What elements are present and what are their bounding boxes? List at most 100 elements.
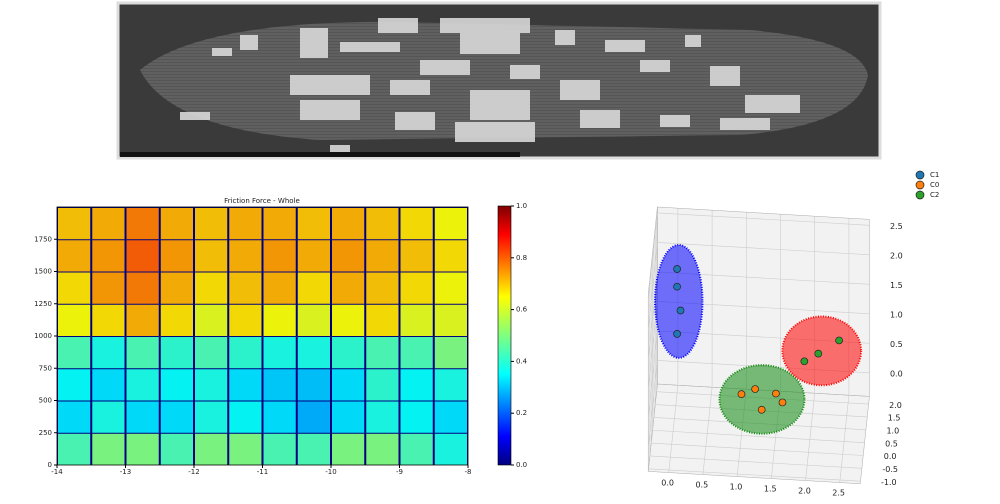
point <box>751 385 759 393</box>
grid-line <box>647 301 658 389</box>
grid-line <box>647 330 658 419</box>
colorbar-tick-label: 0.6 <box>516 306 528 314</box>
cluster-hull <box>654 244 704 359</box>
heatmap-cell <box>229 240 262 272</box>
x-tick-label: 1.5 <box>764 484 777 493</box>
y-tick-label: 0 <box>48 461 52 469</box>
heatmap-cell <box>434 208 467 240</box>
y-tick-label: 500 <box>39 397 52 405</box>
heatmap-cell <box>160 304 193 336</box>
heatmap-cell <box>195 208 228 240</box>
heatmap-cell <box>366 240 399 272</box>
point <box>814 349 823 358</box>
heatmap-cell <box>297 304 330 336</box>
grid-line <box>668 385 679 473</box>
heatmap-cell <box>434 401 467 433</box>
heatmap-cell <box>400 272 433 304</box>
y-tick-label: -1.0 <box>881 478 897 487</box>
heatmap-cell <box>58 240 91 272</box>
heatmap-cell <box>58 208 91 240</box>
heatmap-cell <box>434 433 467 465</box>
heatmap-cell <box>126 272 159 304</box>
heatmap-cell <box>366 304 399 336</box>
z-tick-label: 1.5 <box>890 281 903 290</box>
x-tick-label: -14 <box>51 468 63 476</box>
plot-background <box>57 207 468 465</box>
heatmap-cell <box>400 304 433 336</box>
heatmap-cell <box>126 240 159 272</box>
point <box>778 398 787 407</box>
heatmap-cell <box>92 272 125 304</box>
z-tick-label: 0.5 <box>890 340 903 349</box>
heatmap-cell <box>434 240 467 272</box>
heatmap-cell <box>297 240 330 272</box>
z-tick-label: 0.0 <box>890 369 903 378</box>
heatmap-cell <box>126 208 159 240</box>
heatmap-cell <box>58 433 91 465</box>
grid-line <box>648 468 861 482</box>
heatmap-cell <box>160 337 193 369</box>
heatmap-cell <box>263 272 296 304</box>
grid-line <box>839 395 850 483</box>
heatmap-cell <box>332 272 365 304</box>
heatmap-cell <box>229 369 262 401</box>
heatmap-cell <box>434 272 467 304</box>
heatmap-cell <box>195 240 228 272</box>
heatmap-cell <box>434 369 467 401</box>
heatmap-cell <box>229 304 262 336</box>
heatmap-cell <box>366 401 399 433</box>
heatmap-cell <box>160 240 193 272</box>
y-tick-label: -0.5 <box>882 465 898 474</box>
heatmap-cell <box>92 208 125 240</box>
legend-marker <box>915 180 925 190</box>
heatmap-cell <box>400 240 433 272</box>
legend-marker <box>915 190 925 200</box>
heatmap-cell <box>229 272 262 304</box>
heatmap-cell <box>126 337 159 369</box>
z-tick-label: 2.5 <box>890 222 903 231</box>
z-tick-label: 1.0 <box>890 310 903 319</box>
heatmap-cell <box>332 208 365 240</box>
heatmap-cell <box>126 369 159 401</box>
heatmap-cell <box>297 272 330 304</box>
heatmap-cell <box>263 401 296 433</box>
point <box>835 336 843 345</box>
heatmap-cell <box>263 433 296 465</box>
colorbar-tick-label: 1.0 <box>516 202 527 210</box>
y-tick-label: 1250 <box>34 300 52 308</box>
legend-marker <box>915 170 925 180</box>
heatmap-cell <box>229 401 262 433</box>
heatmap-cell <box>434 337 467 369</box>
heatmap-cell <box>366 272 399 304</box>
heatmap-cell <box>195 401 228 433</box>
point <box>772 389 780 398</box>
heatmap-cell <box>366 369 399 401</box>
heatmap-cell <box>366 208 399 240</box>
heatmap-cell <box>92 433 125 465</box>
heatmap-cell <box>400 208 433 240</box>
heatmap-cell <box>229 208 262 240</box>
y-tick-label: 1.5 <box>888 414 901 423</box>
heatmap-cell <box>400 401 433 433</box>
heatmap-cell <box>160 272 193 304</box>
heatmap-cell <box>58 304 91 336</box>
heatmap-cell <box>332 337 365 369</box>
y-tick-label: 250 <box>39 429 52 437</box>
legend-label: C1 <box>930 171 939 179</box>
legend-label: C2 <box>930 191 939 199</box>
heatmap-cell <box>195 304 228 336</box>
heatmap-cell <box>297 208 330 240</box>
heatmap-cell <box>126 401 159 433</box>
point <box>676 306 685 315</box>
heatmap-cell <box>92 401 125 433</box>
grid-line <box>657 242 870 256</box>
heatmap-cell <box>58 401 91 433</box>
heatmap-cell <box>92 240 125 272</box>
heatmap-cell <box>195 369 228 401</box>
heatmap-cell <box>400 369 433 401</box>
heatmap-cell <box>263 337 296 369</box>
heatmap-cell <box>229 433 262 465</box>
heatmap-cell <box>92 337 125 369</box>
heatmap-cell <box>263 369 296 401</box>
